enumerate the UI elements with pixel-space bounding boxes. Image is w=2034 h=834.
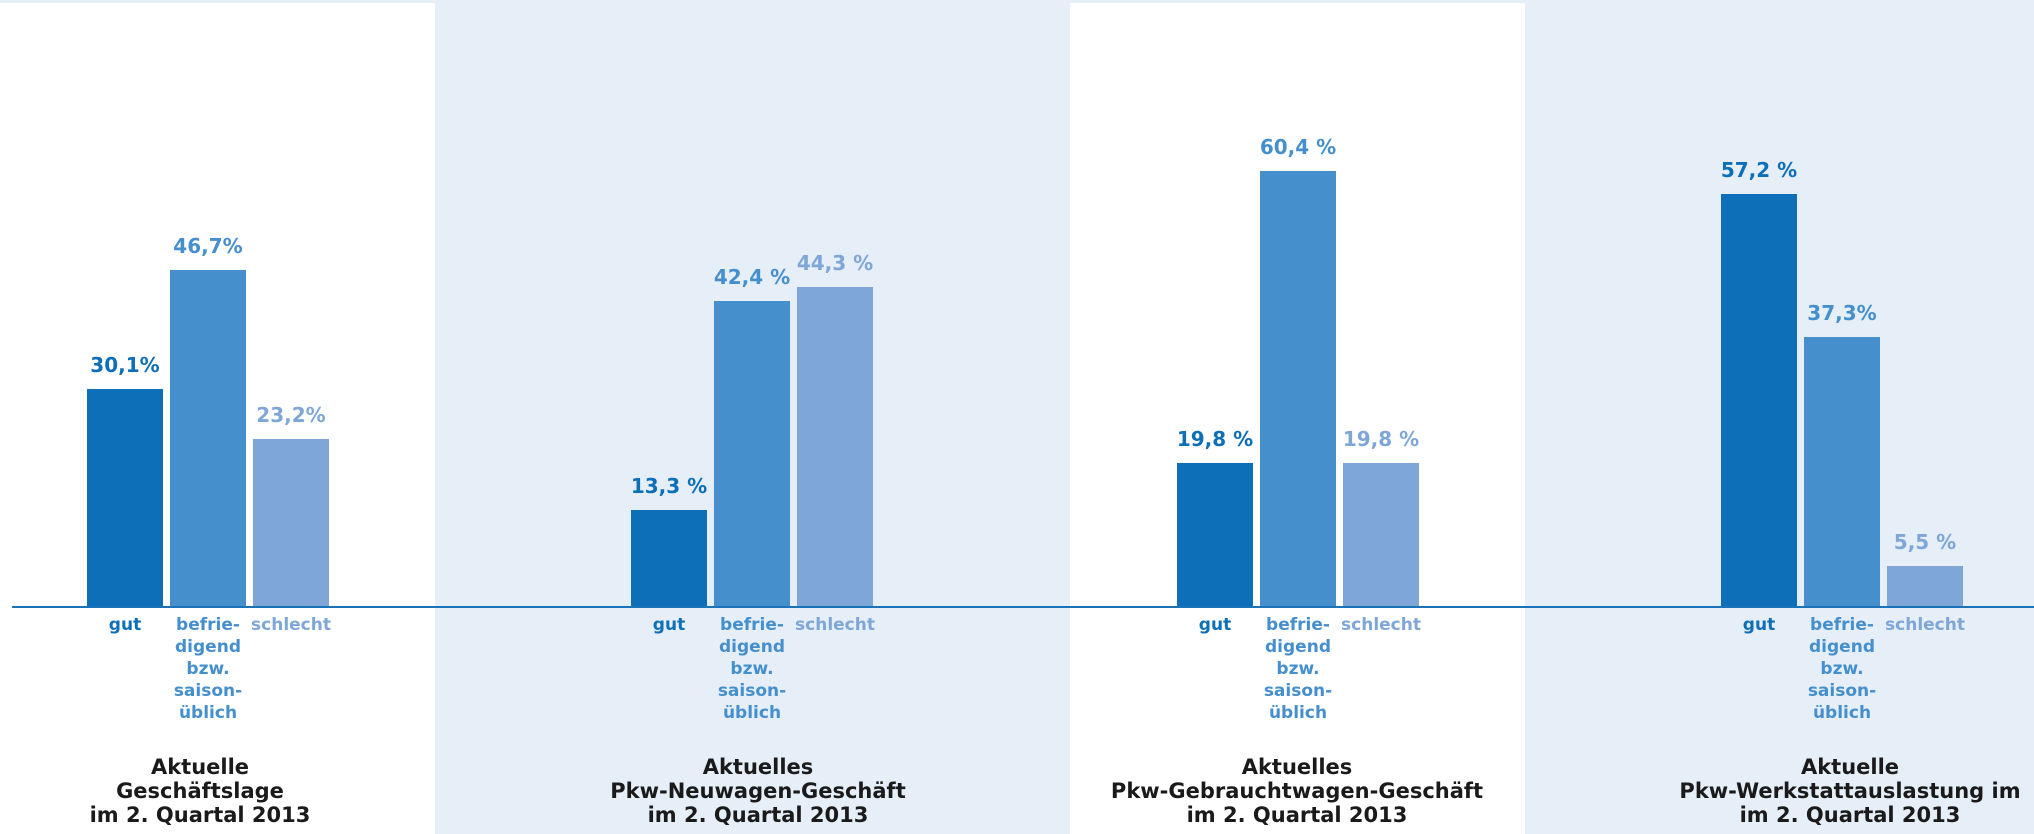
chart-title-2: Aktuelles Pkw-Neuwagen-Geschäft im 2. Quar…	[528, 755, 988, 827]
bar-2-gut	[631, 510, 707, 606]
chart-title-2-line-1: Aktuelles	[702, 755, 814, 779]
data-label-1-schlecht: 23,2%	[256, 403, 326, 427]
chart-title-3-line-2: Pkw-Gebrauchtwagen-Geschäft	[1110, 779, 1484, 803]
bar-1-befriedigend	[170, 270, 246, 606]
bar-4-befriedigend	[1804, 337, 1880, 606]
category-label-1-gut: gut	[108, 615, 142, 635]
chart-title-4-line-1: Aktuelle	[1800, 755, 1900, 779]
data-label-3-befriedigend: 60,4 %	[1259, 135, 1337, 159]
data-label-4-schlecht: 5,5 %	[1893, 530, 1957, 554]
chart-title-2-line-2: Pkw-Neuwagen-Geschäft	[610, 779, 906, 803]
bar-4-gut	[1721, 194, 1797, 606]
chart-title-1-line-2: Geschäftslage	[116, 779, 284, 803]
data-label-2-befriedigend: 42,4 %	[713, 265, 791, 289]
category-label-3-gut: gut	[1198, 615, 1232, 635]
data-label-3-schlecht: 19,8 %	[1342, 427, 1420, 451]
bar-2-schlecht	[797, 287, 873, 606]
category-label-2-befriedigend: befrie- digend bzw. saison- üblich	[717, 615, 787, 723]
chart-title-1: Aktuelle Geschäftslage im 2. Quartal 2013	[0, 755, 430, 827]
chart-title-4-line-3: im 2. Quartal 2013	[1739, 803, 1961, 827]
data-label-4-befriedigend: 37,3%	[1807, 301, 1877, 325]
chart-title-1-line-1: Aktuelle	[150, 755, 250, 779]
data-label-2-gut: 13,3 %	[630, 474, 708, 498]
chart-title-3-line-3: im 2. Quartal 2013	[1186, 803, 1408, 827]
category-label-1-befriedigend: befrie- digend bzw. saison- üblich	[173, 615, 243, 723]
chart-title-3: Aktuelles Pkw-Gebrauchtwagen-Geschäft im 2…	[1067, 755, 1527, 827]
data-label-3-gut: 19,8 %	[1176, 427, 1254, 451]
chart-title-1-line-3: im 2. Quartal 2013	[89, 803, 311, 827]
category-label-4-schlecht: schlecht	[1885, 615, 1965, 635]
data-label-2-schlecht: 44,3 %	[796, 251, 874, 275]
chart-title-4-line-2: Pkw-Werkstattauslastung im	[1679, 779, 2021, 803]
category-label-4-gut: gut	[1742, 615, 1776, 635]
category-label-1-schlecht: schlecht	[251, 615, 331, 635]
chart-title-4: Aktuelle Pkw-Werkstattauslastung im im 2. …	[1620, 755, 2034, 827]
category-label-3-schlecht: schlecht	[1341, 615, 1421, 635]
bar-3-schlecht	[1343, 463, 1419, 606]
chart-title-2-line-3: im 2. Quartal 2013	[647, 803, 869, 827]
bar-3-gut	[1177, 463, 1253, 606]
x-axis-baseline	[12, 606, 2034, 608]
bar-4-schlecht	[1887, 566, 1963, 606]
chart-title-3-line-1: Aktuelles	[1241, 755, 1353, 779]
data-label-1-gut: 30,1%	[90, 353, 160, 377]
bar-1-gut	[87, 389, 163, 606]
bar-2-befriedigend	[714, 301, 790, 606]
category-label-4-befriedigend: befrie- digend bzw. saison- üblich	[1807, 615, 1877, 723]
data-label-1-befriedigend: 46,7%	[173, 234, 243, 258]
bar-3-befriedigend	[1260, 171, 1336, 606]
category-label-2-schlecht: schlecht	[795, 615, 875, 635]
bar-1-schlecht	[253, 439, 329, 606]
category-label-2-gut: gut	[652, 615, 686, 635]
data-label-4-gut: 57,2 %	[1720, 158, 1798, 182]
category-label-3-befriedigend: befrie- digend bzw. saison- üblich	[1263, 615, 1333, 723]
